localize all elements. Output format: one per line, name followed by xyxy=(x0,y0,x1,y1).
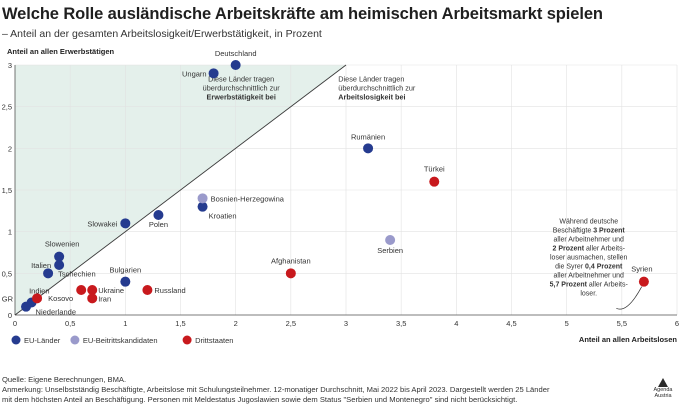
x-tick-label: 0,5 xyxy=(65,319,75,328)
annotation-note-line-2: mit dem höchsten Anteil an Beschäftigung… xyxy=(2,395,518,404)
data-point xyxy=(363,143,374,154)
data-point xyxy=(153,210,164,220)
data-point xyxy=(638,276,649,287)
syria-note-line-3: aller Arbeitnehmer und xyxy=(554,236,625,243)
data-point xyxy=(43,268,54,279)
point-label: Bulgarien xyxy=(109,266,141,275)
x-tick-label: 5,5 xyxy=(617,319,627,328)
x-axis-label: Anteil an allen Arbeitslosen xyxy=(579,335,677,344)
legend-marker xyxy=(182,335,192,345)
legend-marker xyxy=(11,335,21,345)
chart-title: Welche Rolle ausländische Arbeitskräfte … xyxy=(2,5,603,23)
source-note: Quelle: Eigene Berechnungen, BMA. xyxy=(2,375,127,384)
point-label: Serbien xyxy=(377,246,403,255)
x-tick-label: 4,5 xyxy=(506,319,516,328)
data-point xyxy=(32,293,43,304)
data-point xyxy=(208,68,219,79)
annotation-above-line-3: Erwerbstätigkeit bei xyxy=(207,93,276,102)
syria-note-line-1: Während deutsche xyxy=(559,218,618,225)
legend-label: EU-Beitrittskandidaten xyxy=(83,336,158,345)
annotation-below-line-2: überdurchschnittlich zur xyxy=(338,84,416,93)
point-label: Afghanistan xyxy=(271,256,311,265)
logo-text-line-2: Austria xyxy=(654,393,672,399)
data-point xyxy=(120,276,131,287)
point-label: Italien xyxy=(31,261,51,270)
syria-connector xyxy=(616,286,643,310)
annotation-above-line-1: Diese Länder tragen xyxy=(208,75,274,84)
point-label: Iran xyxy=(98,294,111,303)
point-label: Slowenien xyxy=(45,240,80,249)
x-tick-label: 4 xyxy=(454,319,458,328)
data-point xyxy=(429,176,440,187)
point-label: Deutschland xyxy=(215,49,257,58)
legend-label: EU-Länder xyxy=(24,336,61,345)
point-label: Niederlande xyxy=(36,308,76,317)
y-axis-label: Anteil an allen Erwerbstätigen xyxy=(7,47,115,56)
x-tick-label: 3,5 xyxy=(396,319,406,328)
syria-note-line-6: die Syrer 0,4 Prozent xyxy=(555,263,623,270)
chart-subtitle: – Anteil an der gesamten Arbeitslosigkei… xyxy=(2,28,322,40)
point-label: Ukraine xyxy=(98,286,124,295)
data-point xyxy=(87,293,98,304)
point-label: Kosovo xyxy=(48,294,73,303)
scatter-chart: 0 0,5 1 1,5 2 2,5 3 3,5 4 4,5 5 5,5 6 0 0,5 1 1,5 2 2,5 3 An… xyxy=(2,47,680,345)
syria-note-line-5: loser ausmachen, stellen xyxy=(550,254,628,261)
agenda-austria-logo: Agenda Austria xyxy=(650,378,676,400)
data-point xyxy=(285,268,296,279)
point-label: GR xyxy=(2,295,14,304)
point-label: Russland xyxy=(154,286,185,295)
point-label: Bosnien-Herzegowina xyxy=(211,194,285,203)
y-tick-label: 2,5 xyxy=(2,103,12,112)
data-point xyxy=(54,251,65,262)
point-label: Tschechien xyxy=(58,269,96,278)
point-label: Türkei xyxy=(424,165,445,174)
x-tick-label: 0 xyxy=(13,319,17,328)
annotation-above-line-2: überdurchschnittlich zur xyxy=(203,84,281,93)
data-point xyxy=(87,285,98,295)
legend-marker xyxy=(70,335,80,345)
syria-note-line-2: Beschäftigte 3 Prozent xyxy=(553,227,626,234)
x-tick-label: 1 xyxy=(123,319,127,328)
data-point xyxy=(197,193,208,204)
point-label: Polen xyxy=(149,220,168,229)
data-point xyxy=(197,201,208,212)
syria-note-line-9: loser. xyxy=(580,290,597,297)
y-tick-label: 2 xyxy=(8,144,12,153)
annotation-note-line-1: Anmerkung: Unselbstständig Beschäftigte,… xyxy=(2,385,550,394)
diagonal-line xyxy=(14,64,347,316)
y-tick-label: 0,5 xyxy=(2,269,12,278)
logo-text-line-1: Agenda xyxy=(653,387,673,393)
syria-note-line-4: 2 Prozent aller Arbeits- xyxy=(553,245,626,252)
x-tick-label: 6 xyxy=(675,319,679,328)
point-label: Slowakei xyxy=(87,219,117,228)
x-tick-label: 3 xyxy=(344,319,348,328)
point-label: Rumänien xyxy=(351,132,385,141)
legend-label: Drittstaaten xyxy=(195,336,233,345)
annotation-below-line-1: Diese Länder tragen xyxy=(338,75,404,84)
data-point xyxy=(120,218,131,229)
annotation-below-line-3: Arbeitslosigkeit bei xyxy=(338,93,405,102)
syria-note-line-7: aller Arbeitnehmer und xyxy=(554,272,625,279)
data-point xyxy=(76,285,87,295)
point-label: Indien xyxy=(29,286,49,295)
x-tick-label: 2 xyxy=(234,319,238,328)
y-tick-label: 0 xyxy=(8,311,12,320)
y-tick-label: 3 xyxy=(8,61,12,70)
syria-note-line-8: 5,7 Prozent aller Arbeits- xyxy=(550,281,629,288)
y-tick-label: 1 xyxy=(8,228,12,237)
y-tick-label: 1,5 xyxy=(2,186,12,195)
footer: Quelle: Eigene Berechnungen, BMA. Anmerk… xyxy=(2,375,549,405)
data-point xyxy=(385,235,396,245)
x-tick-label: 5 xyxy=(565,319,569,328)
data-point xyxy=(230,60,241,70)
logo-triangle-icon xyxy=(658,378,668,387)
x-tick-label: 1,5 xyxy=(175,319,185,328)
point-label: Ungarn xyxy=(182,69,207,78)
data-point xyxy=(142,285,153,295)
data-point xyxy=(54,260,65,270)
x-tick-label: 2,5 xyxy=(286,319,296,328)
point-label: Syrien xyxy=(631,265,652,274)
point-label: Kroatien xyxy=(209,212,237,221)
